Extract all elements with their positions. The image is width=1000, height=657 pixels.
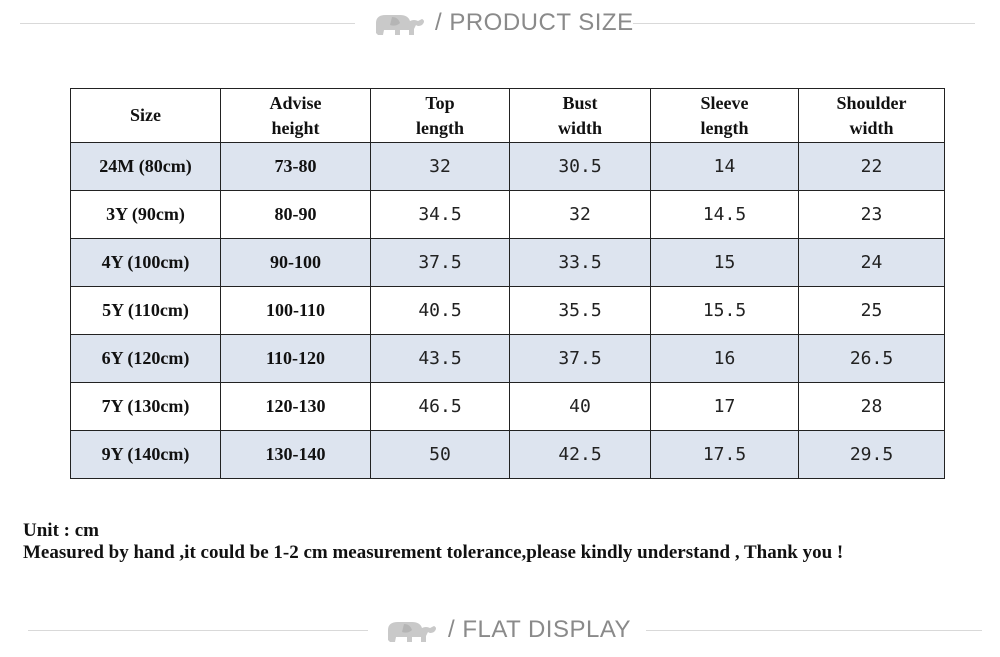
size-cell: 7Y (130cm) [70,382,221,431]
header-divider-left [20,23,355,24]
column-header-advise-height: Advise height [220,88,371,143]
header-divider-left [28,630,368,631]
size-cell: 4Y (100cm) [70,238,221,287]
table-row: 6Y (120cm) 110-120 43.5 37.5 16 26.5 [70,334,945,383]
top-length-cell: 37.5 [370,238,510,287]
bust-width-cell: 42.5 [509,430,651,479]
size-cell: 3Y (90cm) [70,190,221,239]
top-length-cell: 50 [370,430,510,479]
top-length-cell: 40.5 [370,286,510,335]
top-length-cell: 46.5 [370,382,510,431]
top-length-cell: 32 [370,142,510,191]
tolerance-note: Measured by hand ,it could be 1-2 cm mea… [23,542,844,563]
bust-width-cell: 37.5 [509,334,651,383]
bust-width-cell: 40 [509,382,651,431]
column-header-top-length: Top length [370,88,510,143]
bust-width-cell: 35.5 [509,286,651,335]
sleeve-length-cell: 14.5 [650,190,799,239]
sleeve-length-cell: 17 [650,382,799,431]
column-header-sleeve-length: Sleeve length [650,88,799,143]
product-size-header: / PRODUCT SIZE [0,5,1000,41]
column-header-bust-width: Bust width [509,88,651,143]
table-row: 9Y (140cm) 130-140 50 42.5 17.5 29.5 [70,430,945,479]
bust-width-cell: 32 [509,190,651,239]
unit-note: Unit : cm [23,520,99,541]
bust-width-cell: 33.5 [509,238,651,287]
shoulder-width-cell: 25 [798,286,945,335]
shoulder-width-cell: 24 [798,238,945,287]
product-size-title: / PRODUCT SIZE [435,9,634,36]
shoulder-width-cell: 28 [798,382,945,431]
size-cell: 24M (80cm) [70,142,221,191]
height-cell: 110-120 [220,334,371,383]
flat-display-header: / FLAT DISPLAY [0,612,1000,648]
shoulder-width-cell: 26.5 [798,334,945,383]
sleeve-length-cell: 17.5 [650,430,799,479]
table-header-row: Size Advise height Top length Bust width… [70,88,945,143]
table-row: 4Y (100cm) 90-100 37.5 33.5 15 24 [70,238,945,287]
top-length-cell: 34.5 [370,190,510,239]
size-cell: 9Y (140cm) [70,430,221,479]
height-cell: 90-100 [220,238,371,287]
elephant-logo-icon [376,15,424,35]
sleeve-length-cell: 15.5 [650,286,799,335]
column-header-shoulder-width: Shoulder width [798,88,945,143]
sleeve-length-cell: 16 [650,334,799,383]
shoulder-width-cell: 22 [798,142,945,191]
table-row: 24M (80cm) 73-80 32 30.5 14 22 [70,142,945,191]
table-row: 7Y (130cm) 120-130 46.5 40 17 28 [70,382,945,431]
height-cell: 100-110 [220,286,371,335]
height-cell: 130-140 [220,430,371,479]
top-length-cell: 43.5 [370,334,510,383]
table-row: 5Y (110cm) 100-110 40.5 35.5 15.5 25 [70,286,945,335]
height-cell: 80-90 [220,190,371,239]
size-chart-table: Size Advise height Top length Bust width… [70,88,945,479]
column-header-size: Size [70,88,221,143]
height-cell: 73-80 [220,142,371,191]
header-divider-right [633,23,975,24]
sleeve-length-cell: 14 [650,142,799,191]
elephant-logo-icon [388,622,436,642]
size-cell: 5Y (110cm) [70,286,221,335]
shoulder-width-cell: 29.5 [798,430,945,479]
table-row: 3Y (90cm) 80-90 34.5 32 14.5 23 [70,190,945,239]
shoulder-width-cell: 23 [798,190,945,239]
height-cell: 120-130 [220,382,371,431]
header-divider-right [646,630,982,631]
sleeve-length-cell: 15 [650,238,799,287]
bust-width-cell: 30.5 [509,142,651,191]
size-cell: 6Y (120cm) [70,334,221,383]
flat-display-title: / FLAT DISPLAY [448,616,632,643]
